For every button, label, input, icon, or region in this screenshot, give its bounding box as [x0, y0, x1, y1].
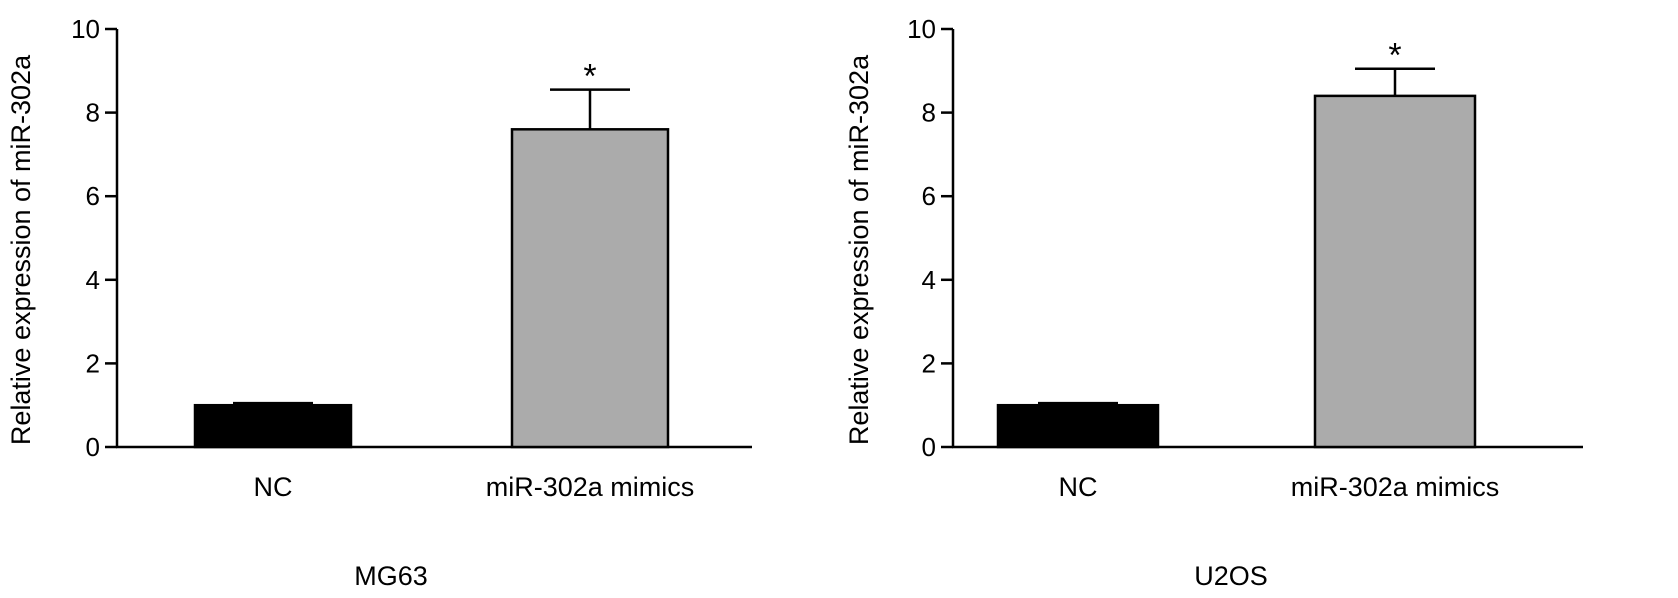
y-tick-label: 2 — [922, 348, 936, 378]
bar — [996, 403, 1160, 449]
y-tick-label: 4 — [86, 265, 100, 295]
x-axis-label: MG63 — [354, 561, 428, 591]
y-axis-label: Relative expression of miR-302a — [844, 54, 874, 445]
chart-panel-mg63: Relative expression of miR-302a MG63 0 2 4… — [6, 14, 752, 591]
x-axis-label: U2OS — [1194, 561, 1268, 591]
y-tick-label: 0 — [922, 432, 936, 462]
x-tick-label: NC — [254, 472, 293, 502]
y-tick-label: 8 — [86, 98, 100, 128]
x-tick-label: miR-302a mimics — [1291, 472, 1500, 502]
chart-panel-u2os: Relative expression of miR-302a U2OS 0 2 4… — [844, 14, 1583, 591]
bar — [1313, 94, 1477, 449]
significance-marker: * — [1388, 37, 1401, 75]
x-tick-label: NC — [1059, 472, 1098, 502]
y-tick-label: 10 — [71, 14, 100, 44]
y-tick-label: 6 — [922, 181, 936, 211]
significance-marker: * — [583, 58, 596, 96]
y-tick-label: 6 — [86, 181, 100, 211]
y-tick-label: 0 — [86, 432, 100, 462]
x-tick-label: miR-302a mimics — [486, 472, 695, 502]
y-tick-label: 8 — [922, 98, 936, 128]
bar — [510, 128, 670, 449]
y-axis-label: Relative expression of miR-302a — [6, 54, 36, 445]
y-tick-label: 4 — [922, 265, 936, 295]
bar — [193, 403, 353, 449]
y-tick-label: 10 — [907, 14, 936, 44]
y-tick-label: 2 — [86, 348, 100, 378]
